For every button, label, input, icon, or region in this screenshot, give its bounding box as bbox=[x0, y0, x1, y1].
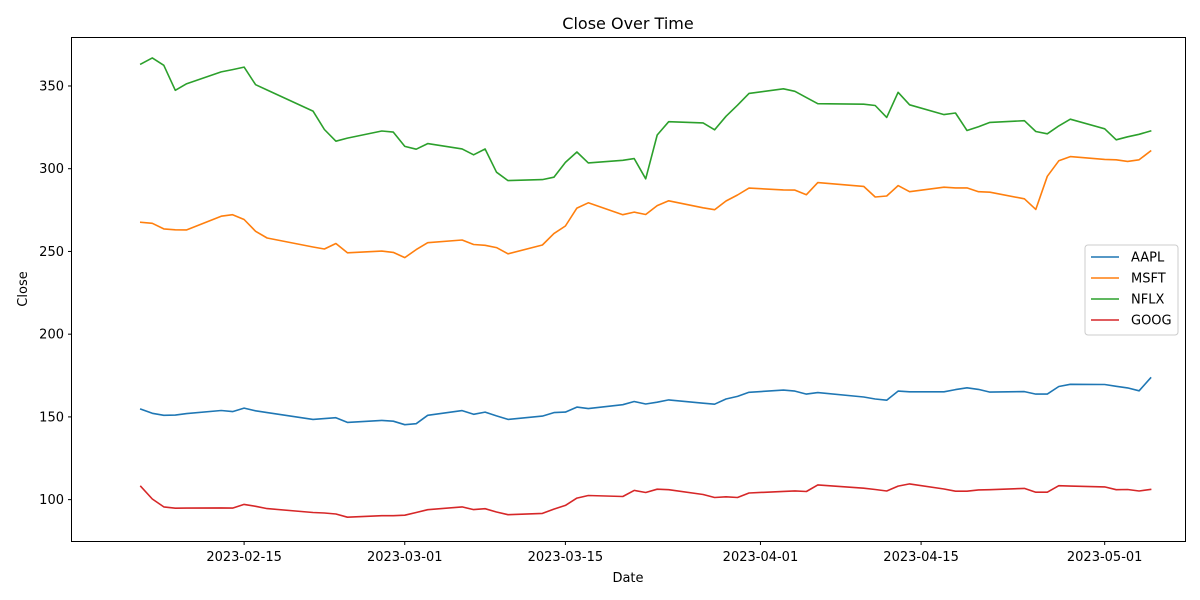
x-tick-label: 2023-05-01 bbox=[1067, 550, 1143, 565]
y-tick-label: 100 bbox=[39, 493, 64, 508]
x-axis-label: Date bbox=[612, 571, 643, 586]
legend-label-goog: GOOG bbox=[1131, 314, 1172, 329]
series-line-msft bbox=[139, 149, 1152, 259]
y-tick-label: 300 bbox=[39, 162, 64, 177]
legend-label-nflx: NFLX bbox=[1131, 293, 1164, 308]
plot-lines bbox=[139, 57, 1152, 519]
legend-box bbox=[1084, 244, 1179, 336]
series-line-goog bbox=[139, 483, 1152, 519]
plot-frame bbox=[71, 37, 1186, 542]
series-line-nflx bbox=[139, 57, 1152, 182]
x-tick-label: 2023-03-15 bbox=[528, 550, 604, 565]
y-axis: 100 150 200 250 300 350 bbox=[39, 79, 72, 508]
x-tick-label: 2023-04-01 bbox=[723, 550, 799, 565]
x-tick-label: 2023-02-15 bbox=[206, 550, 282, 565]
x-tick-label: 2023-03-01 bbox=[367, 550, 443, 565]
x-tick-label: 2023-04-15 bbox=[883, 550, 959, 565]
legend-label-aapl: AAPL bbox=[1131, 251, 1165, 266]
legend-label-msft: MSFT bbox=[1131, 272, 1166, 287]
x-axis: 2023-02-15 2023-03-01 2023-03-15 2023-04-01… bbox=[206, 541, 1142, 565]
chart-title: Close Over Time bbox=[562, 14, 693, 33]
y-axis-label: Close bbox=[16, 271, 31, 306]
y-tick-label: 250 bbox=[39, 245, 64, 260]
legend: AAPL MSFT NFLX GOOG bbox=[1084, 244, 1179, 336]
y-tick-label: 200 bbox=[39, 328, 64, 343]
y-tick-label: 150 bbox=[39, 410, 64, 425]
series-line-aapl bbox=[139, 376, 1152, 426]
y-tick-label: 350 bbox=[39, 79, 64, 94]
